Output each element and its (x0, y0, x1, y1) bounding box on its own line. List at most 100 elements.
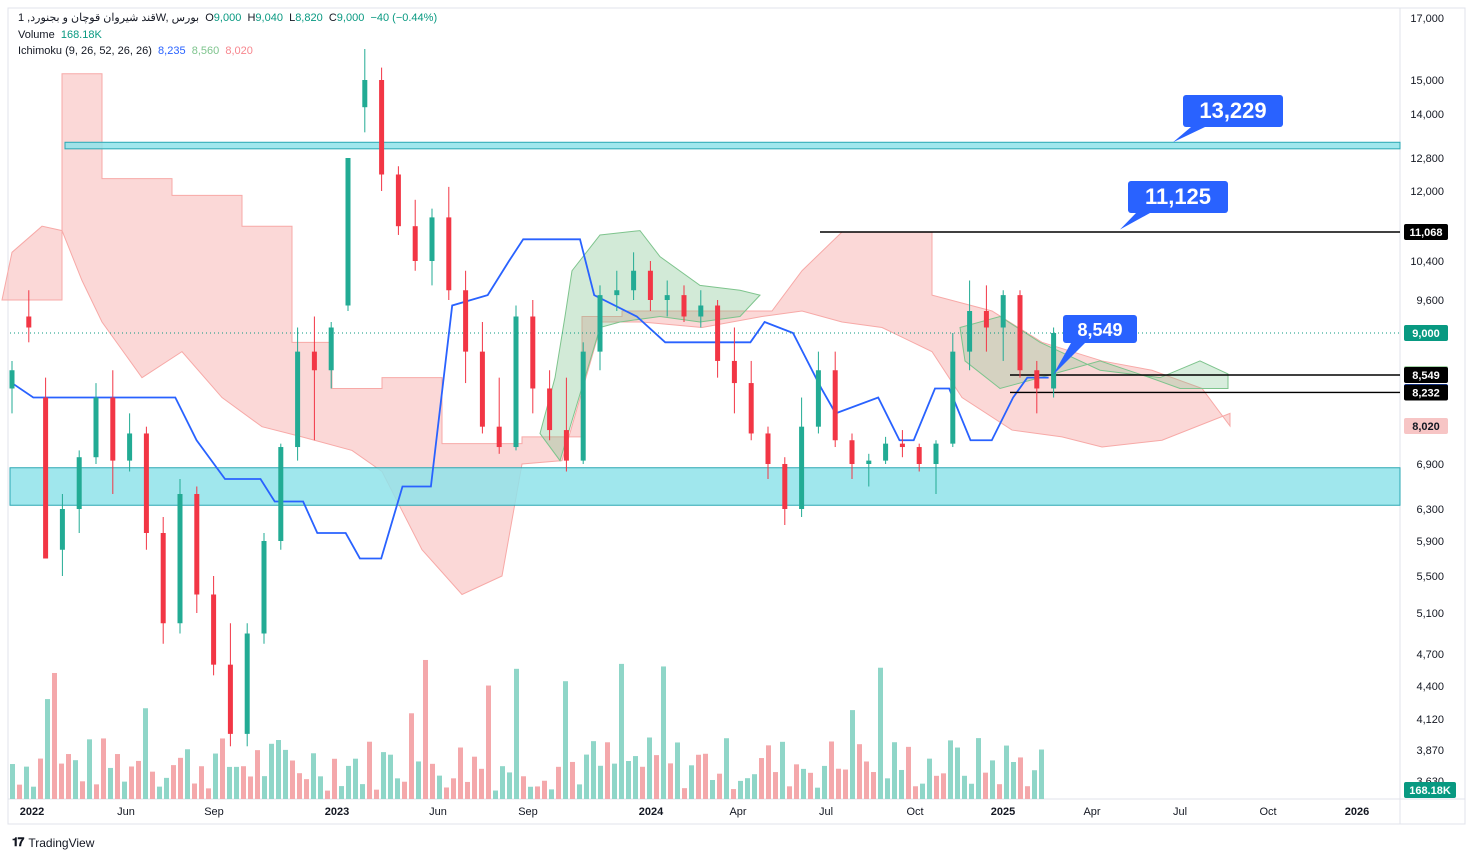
candle-body (1051, 333, 1057, 389)
candle-body (866, 460, 872, 464)
volume-bar (829, 741, 834, 799)
volume-bar (430, 763, 435, 799)
volume-bar (640, 766, 645, 799)
volume-bar (248, 776, 253, 799)
volume-bar (1004, 745, 1009, 799)
candle-body (227, 664, 233, 734)
candle-body (295, 351, 301, 448)
candle-body (933, 443, 939, 464)
legend-low: 8,820 (295, 12, 323, 24)
y-tick-label: 10,400 (1410, 256, 1444, 268)
volume-bar (290, 760, 295, 799)
legend-ichimoku-v2: 8,560 (191, 45, 220, 57)
volume-bar (969, 783, 974, 799)
legend-volume: 168.18K (60, 28, 102, 41)
volume-bar (409, 713, 414, 799)
price-badge-bg (1404, 367, 1448, 383)
legend-high: 9,040 (255, 12, 283, 24)
volume-bar (451, 778, 456, 799)
volume-bar (395, 778, 400, 799)
volume-bar (843, 769, 848, 799)
volume-bar (731, 789, 736, 799)
volume-bar (696, 754, 701, 799)
volume-bar (304, 779, 309, 799)
volume-bar (311, 753, 316, 799)
volume-bar (234, 766, 239, 799)
volume-bar (983, 772, 988, 799)
line-layer (10, 231, 1400, 560)
price-badge-bg (1404, 782, 1456, 798)
candle-body (681, 295, 687, 317)
price-badge-bg (1404, 418, 1448, 434)
candle-body (698, 305, 704, 317)
volume-bar (185, 749, 190, 799)
volume-bar (815, 787, 820, 799)
x-tick-label: Jul (819, 806, 833, 818)
volume-bar (241, 766, 246, 799)
candle-body (345, 158, 351, 306)
volume-bar (997, 784, 1002, 799)
volume-bar (1018, 757, 1023, 799)
volume-bar (416, 761, 421, 799)
volume-bar (801, 768, 806, 799)
volume-bar (192, 783, 197, 799)
legend-ichimoku-label[interactable]: Ichimoku (9, 26, 52, 26, 26) (18, 45, 152, 57)
volume-bar (710, 779, 715, 799)
volume-bar (780, 741, 785, 799)
volume-bar (913, 786, 918, 799)
volume-bars (10, 659, 1044, 799)
candle-body (110, 397, 116, 461)
volume-bar (647, 737, 652, 799)
volume-bar (479, 768, 484, 799)
volume-bar (941, 773, 946, 799)
volume-bar (24, 766, 29, 799)
volume-bar (136, 760, 141, 799)
volume-bar (717, 773, 722, 799)
legend-change: −40 (−0.44%) (370, 12, 438, 24)
volume-bar (150, 771, 155, 799)
support-zone-1 (9, 467, 1401, 506)
legend-volume-label[interactable]: Volume (18, 28, 55, 41)
x-tick-label: Apr (1083, 806, 1100, 818)
volume-bar (1039, 749, 1044, 799)
volume-bar (360, 784, 365, 799)
callout-box (1063, 315, 1137, 343)
candle-body (395, 174, 401, 227)
tradingview-brand[interactable]: 𝟏𝟕 TradingView (12, 835, 94, 850)
volume-bar (927, 758, 932, 799)
legend-ichimoku-row: Ichimoku (9, 26, 52, 26, 26) 8,235 8,560… (18, 43, 437, 60)
volume-bar (626, 761, 631, 799)
volume-bar (535, 786, 540, 799)
candle-body (765, 433, 771, 464)
candle-body (261, 541, 267, 634)
legend-symbol[interactable]: قند شیروان قوچان و بجنورد, 1W, بورس (18, 12, 200, 24)
chart-legend: قند شیروان قوچان و بجنورد, 1W, بورس O9,0… (18, 10, 437, 60)
y-tick-label: 3,870 (1416, 745, 1444, 757)
y-tick-label: 17,000 (1410, 13, 1444, 25)
volume-bar (584, 754, 589, 799)
candle-body (26, 316, 32, 328)
volume-bar (661, 666, 666, 799)
volume-bar (871, 772, 876, 799)
candle-body (479, 351, 485, 427)
volume-bar (794, 764, 799, 799)
candle-body (379, 80, 385, 175)
x-tick-label: 2023 (325, 806, 349, 818)
legend-high-label: H (247, 12, 256, 24)
volume-bar (437, 775, 442, 799)
candle-body (731, 360, 737, 384)
volume-bar (591, 741, 596, 799)
volume-bar (1011, 761, 1016, 799)
volume-bar (514, 668, 519, 799)
candle-body (563, 430, 569, 461)
volume-bar (374, 789, 379, 799)
volume-bar (213, 753, 218, 799)
volume-bar (682, 788, 687, 799)
candle-body (799, 426, 805, 509)
volume-bar (955, 747, 960, 799)
callout-3: 8,549 (1053, 315, 1137, 375)
candle-body (748, 383, 754, 434)
callout-2: 11,125 (1120, 181, 1228, 230)
